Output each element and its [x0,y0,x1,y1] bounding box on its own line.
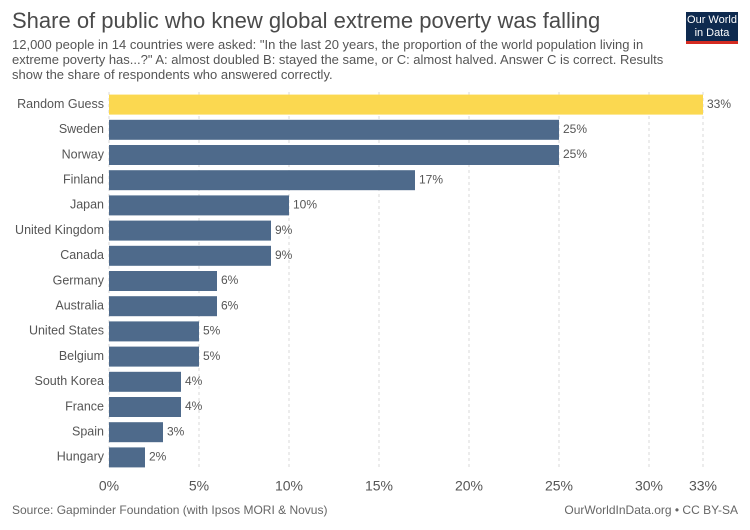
value-label: 6% [221,298,239,312]
y-tick-label: United Kingdom [15,223,104,237]
x-tick-label: 33% [689,478,717,494]
credit-note: OurWorldInData.org • CC BY-SA [564,503,738,517]
x-tick-label: 0% [99,478,119,494]
chart-title: Share of public who knew global extreme … [12,8,601,33]
value-label: 5% [203,324,221,338]
value-label: 10% [293,198,317,212]
x-tick-label: 25% [545,478,573,494]
logo: Our World in Data [686,12,738,44]
value-label: 25% [563,147,587,161]
y-tick-label: Hungary [57,450,105,464]
y-tick-label: South Korea [35,374,105,388]
y-tick-label: Spain [72,424,104,438]
bar [109,296,217,317]
y-tick-label: United States [29,324,104,338]
bar [109,195,289,216]
y-tick-label: Random Guess [17,97,104,111]
value-label: 17% [419,172,443,186]
x-tick-label: 5% [189,478,209,494]
bar [109,447,145,468]
bar [109,346,199,367]
y-tick-label: Japan [70,198,104,212]
logo-line: Our World [687,14,737,26]
value-label: 4% [185,374,203,388]
bar [109,245,271,266]
y-tick-label: Canada [60,248,104,262]
y-tick-label: Norway [62,147,105,161]
value-label: 3% [167,424,185,438]
y-tick-label: France [65,399,104,413]
y-tick-label: Australia [55,298,104,312]
bar [109,271,217,291]
value-label: 9% [275,223,293,237]
bar [109,170,415,191]
y-tick-label: Germany [53,273,105,287]
x-tick-label: 20% [455,478,483,494]
value-label: 4% [185,399,203,413]
x-tick-label: 30% [635,478,663,494]
bar [109,422,163,443]
value-label: 25% [563,122,587,136]
value-label: 9% [275,248,293,262]
bar [109,119,559,140]
value-label: 33% [707,97,731,111]
chart-subtitle: 12,000 people in 14 countries were asked… [12,37,664,82]
bar [109,321,199,342]
value-label: 6% [221,273,239,287]
bar [109,145,559,165]
x-tick-label: 10% [275,478,303,494]
bar [109,371,181,392]
bar [109,94,703,115]
value-label: 2% [149,450,167,464]
x-tick-label: 15% [365,478,393,494]
y-tick-label: Belgium [59,349,104,363]
logo-line: in Data [694,27,730,39]
source-note: Source: Gapminder Foundation (with Ipsos… [12,503,328,517]
y-tick-label: Sweden [59,122,104,136]
value-label: 5% [203,349,221,363]
y-tick-label: Finland [63,172,104,186]
bar [109,397,181,417]
bar [109,220,271,241]
